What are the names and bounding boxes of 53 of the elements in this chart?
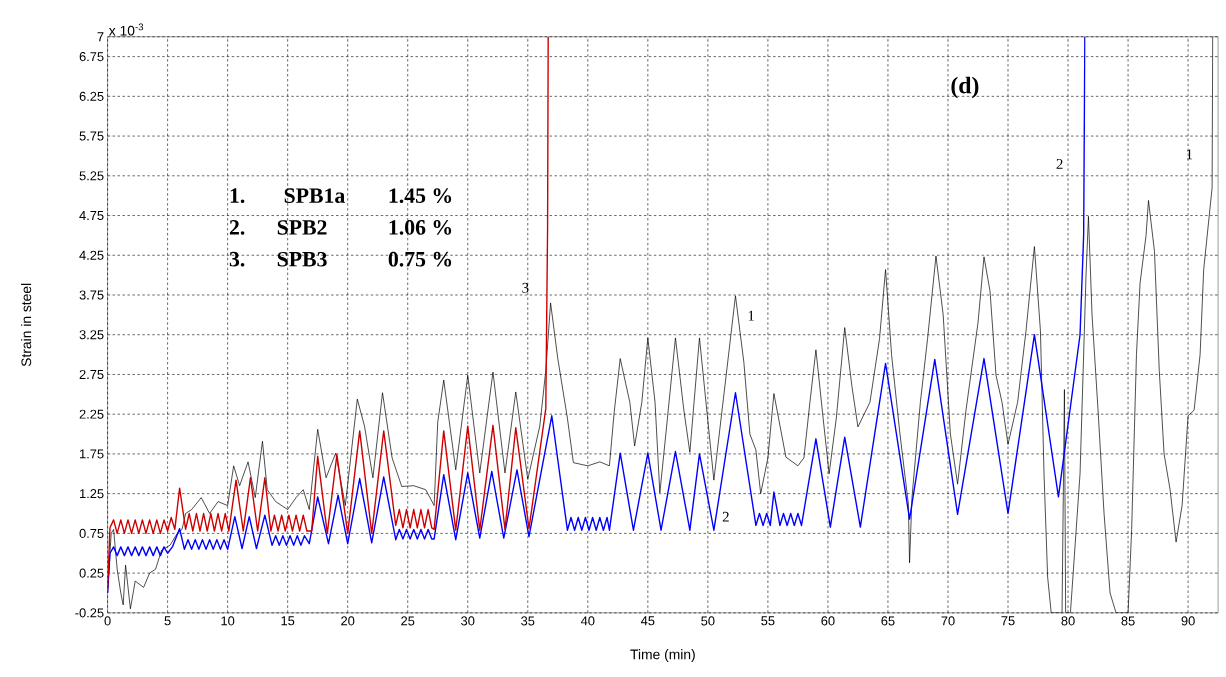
y-tick-label: -0.25 <box>75 608 104 618</box>
y-tick-label: 1.75 <box>80 449 104 459</box>
x-tick-label: 70 <box>941 616 955 626</box>
x-tick-label: 20 <box>341 616 355 626</box>
x-tick-label: 50 <box>701 616 715 626</box>
y-tick-label: 3.75 <box>79 290 104 300</box>
annotation: 3 <box>522 282 529 293</box>
x-tick-label: 15 <box>281 616 295 626</box>
x-tick-label: 60 <box>821 616 835 626</box>
x-tick-label: 55 <box>761 616 775 626</box>
y-tick-label: 5.25 <box>79 171 104 181</box>
annotation: 1.06 % <box>389 219 452 235</box>
y-tick-label: 3.25 <box>79 329 104 340</box>
x-tick-label: 90 <box>1181 616 1195 626</box>
x-axis-title: Time (min) <box>630 648 695 662</box>
annotation: 1 <box>1186 149 1193 160</box>
annotation: 2. <box>229 219 245 235</box>
y-tick-label: 2.25 <box>79 409 104 419</box>
y-tick-label: 4.25 <box>79 250 104 260</box>
x-tick-label: 10 <box>221 616 235 626</box>
annotation: 0.75 % <box>388 251 452 267</box>
y-tick-label: 4.75 <box>79 210 104 220</box>
annotation: 1. <box>230 188 245 203</box>
y-axis-title: Strain in steel <box>21 283 32 366</box>
x-tick-label: 5 <box>164 616 171 626</box>
x-tick-label: 25 <box>401 616 415 626</box>
x-tick-label: 35 <box>521 616 535 626</box>
x-tick-label: 40 <box>580 616 595 626</box>
annotation: 3. <box>229 251 245 267</box>
y-tick-label: 7 <box>97 32 104 41</box>
y-tick-label: 0.75 <box>79 528 104 538</box>
text: x 10$^{-3}$ <box>108 23 144 36</box>
x-tick-label: 30 <box>461 616 475 626</box>
annotation: 2 <box>1056 158 1063 169</box>
x-tick-label: 85 <box>1121 616 1135 626</box>
x-tick-label: 80 <box>1061 616 1075 626</box>
y-tick-label: 6.25 <box>79 91 104 101</box>
x-tick-label: 65 <box>881 616 895 626</box>
annotation: (d) <box>951 76 979 99</box>
annotation: SPB3 <box>277 251 327 267</box>
y-tick-label: 1.25 <box>80 488 104 498</box>
annotation: SPB1a <box>284 188 345 203</box>
x-tick-label: 75 <box>1001 616 1015 626</box>
annotation: 1 <box>748 310 754 321</box>
annotation: 2 <box>722 511 729 522</box>
y-tick-label: 0.25 <box>79 568 104 578</box>
annotation: SPB2 <box>277 219 327 235</box>
y-tick-label: 2.75 <box>79 369 104 379</box>
x-tick-label: 0 <box>104 616 111 626</box>
x-tick-label: 45 <box>640 616 655 626</box>
annotation: 1.45 % <box>389 188 452 203</box>
y-tick-label: 6.75 <box>79 51 104 61</box>
y-tick-label: 5.75 <box>79 131 104 141</box>
